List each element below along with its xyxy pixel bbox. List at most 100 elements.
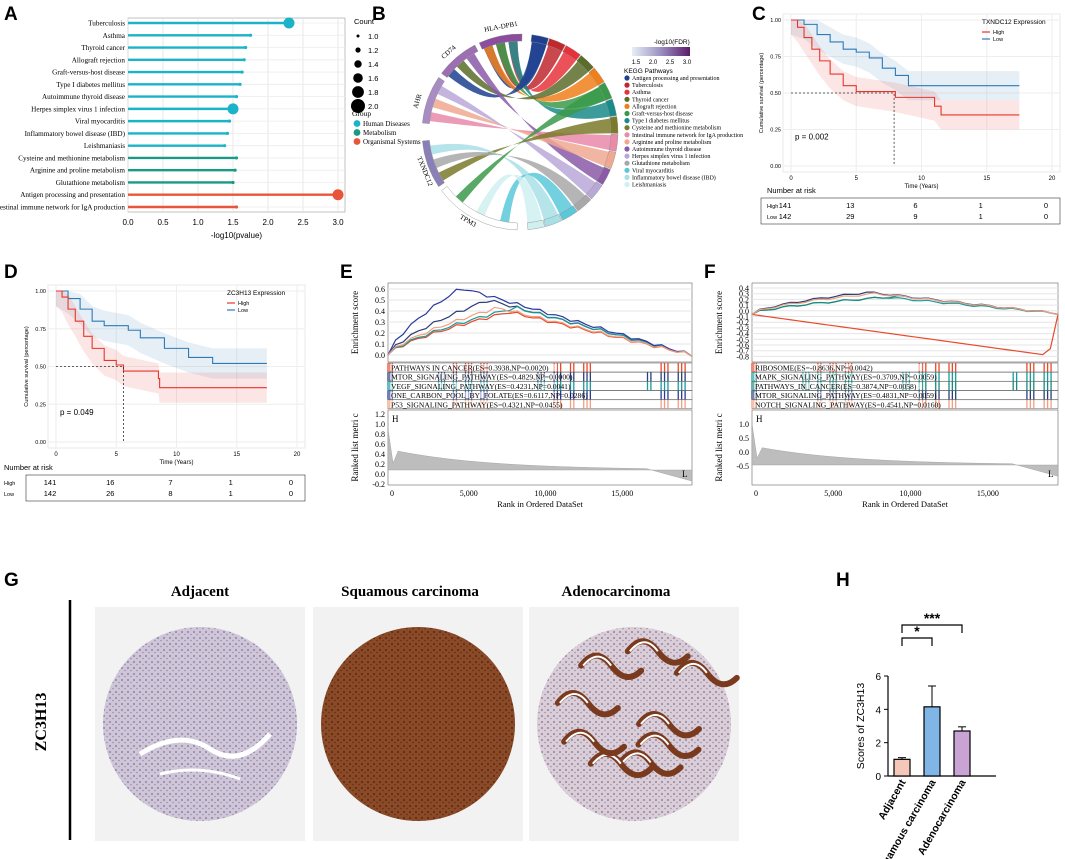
y-tick-label: 0.00 [770,164,781,170]
x-axis-title: Time (Years) [905,184,939,190]
colorbar [632,47,690,56]
y-axis-title: Enrichment score [350,291,360,354]
gland-lumen [565,731,595,743]
panel-f-gsea-plot: 0.40.30.20.10.0-0.1-0.2-0.3-0.4-0.5-0.6-… [714,282,1059,509]
row-label-bg [390,364,558,371]
pathway-legend-label: Antigen processing and presentation [632,76,719,82]
chord-ribbon [438,118,611,181]
x-tick-label: 15 [983,176,990,182]
chord-ribbon [508,41,610,119]
gene-arc [422,77,445,124]
end-label-h: H [756,414,763,424]
y-tick-label: 0.75 [35,327,46,333]
count-legend-title: Count [354,17,375,26]
risk-title: Number at risk [4,463,53,472]
row-label-bg [754,382,923,390]
x-tick-label: 0.5 [157,218,169,227]
ranked-metric-area [751,423,1059,477]
gland-lumen [582,655,612,667]
end-label-l: L [1048,469,1054,479]
pathway-row-label: RIBOSOME(ES=-0.8636,NP=0.0042) [755,364,873,373]
x-tick-label: 5 [855,176,859,182]
lollipop-dot [242,58,246,62]
lollipop-dot [234,95,239,99]
lollipop-dot [283,17,295,29]
confidence-band [56,291,267,403]
tissue-core [537,627,731,821]
pathway-legend-dot [624,125,630,131]
risk-value: 13 [846,201,854,210]
ranked-plot-frame [387,409,693,486]
pathway-arc [527,219,545,230]
pathway-legend-dot [624,132,630,138]
category-label: Allograft rejection [72,56,126,64]
row-label-bg [754,373,923,381]
x-tick-label: 15,000 [977,489,999,498]
chord-ribbon [448,41,547,98]
count-legend-dot [355,47,361,53]
risk-value: 29 [846,212,854,221]
count-legend-label: 2.0 [368,102,378,111]
gland-structure [587,750,654,779]
category-label: Viral myocarditis [75,118,125,126]
ranked-metric-area [387,428,693,482]
y-axis-title-bottom: Ranked list metri c [714,413,724,481]
pathway-legend-label: Intestinal immune network for IgA produc… [632,132,743,139]
pathway-arc [605,98,617,117]
x-tick-label: 10 [173,452,180,458]
pathway-legend-label: Inflammatory bowel disease (IBD) [632,174,716,181]
bar [893,758,911,777]
count-legend-dot [356,34,360,38]
significance-label: * [914,623,920,639]
x-tick-label: 20 [294,452,301,458]
gene-label: AHR [412,93,424,110]
median-line [56,366,124,442]
y-tick-label: 0.75 [770,55,781,61]
gene-arc [422,140,445,187]
pathway-arc [543,214,562,227]
panel-d-km-plot: 0 5 10 15 200.000.250.500.751.00p = 0.049Tim… [4,284,306,502]
y-tick-label: 0.5 [739,434,749,443]
risk-value: 1 [979,201,983,210]
count-legend-dot [353,73,363,83]
survival-curve-high [56,290,267,389]
y-tick-label: 1.0 [739,420,749,429]
risk-table-frame [25,474,306,502]
pathway-arc [608,134,619,152]
y-tick-label: 1.00 [770,18,781,24]
pathway-arc [596,166,611,186]
panel-c-km-plot: 0 5 10 15 200.000.250.500.751.00p = 0.002Tim… [759,13,1061,225]
y-tick-label: -0.6 [736,341,749,350]
y-tick-label: 0.0 [375,470,385,479]
pathway-legend-dot [624,75,630,81]
risk-value: 26 [106,489,114,498]
y-tick-label: 0.0 [739,307,749,316]
tissue-lumen [138,732,272,759]
category-label: Inflammatory bowel disease (IBD) [25,130,126,138]
p-value: p = 0.049 [60,408,94,417]
pathway-legend-label: Graft-versus-host disease [632,111,693,118]
x-tick-label: 10 [918,176,925,182]
column-title: Squamous carcinoma [341,584,479,600]
survival-curve-low [791,19,1020,87]
risk-row-label: High [4,481,15,487]
x-axis-title: Time (Years) [160,460,194,466]
pathway-row-label: NOTCH_SIGNALING_PATHWAY(ES=0.4541,NP=0.0… [755,400,941,409]
risk-value: 141 [779,201,792,210]
gland-structure [617,749,684,777]
y-tick-label: 0.4 [375,307,385,316]
risk-value: 8 [168,489,172,498]
panel-label-e: E [340,262,353,283]
x-tick-label: 10,000 [535,489,557,498]
y-tick-label: -0.8 [736,352,749,361]
pathway-legend-dot [624,181,630,188]
category-label: Cysteine and methionine metabolism [18,154,125,162]
pathway-legend-label: Type I diabetes mellitus [632,119,690,125]
category-label: Arginine and proline metabolism [30,167,125,175]
risk-value: 7 [168,478,172,487]
es-curve [751,313,1059,356]
x-tick-label: 0 [754,489,758,498]
x-tick-label: 10,000 [900,489,922,498]
y-tick-label: -0.1 [736,313,749,322]
category-label: Adjacent [876,777,909,822]
